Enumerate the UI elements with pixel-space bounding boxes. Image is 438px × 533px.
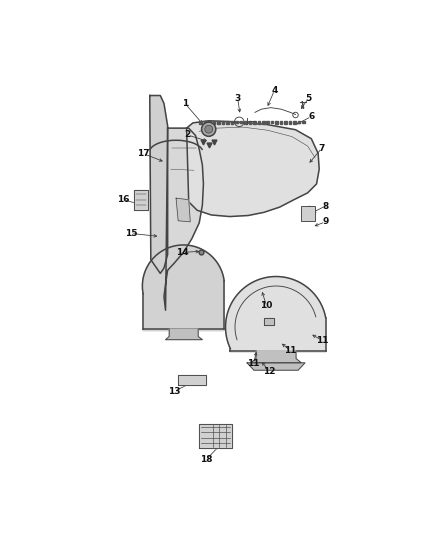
Bar [222, 122, 224, 124]
Polygon shape [164, 128, 203, 310]
Bar [240, 121, 242, 124]
Bar [302, 121, 305, 124]
Bar [248, 122, 251, 124]
Bar [213, 121, 215, 124]
Bar [199, 121, 202, 124]
Bar [226, 122, 229, 124]
Text: 11: 11 [247, 359, 260, 368]
Text: 4: 4 [271, 86, 278, 95]
Polygon shape [166, 329, 202, 340]
Bar [258, 122, 260, 124]
Text: 3: 3 [234, 94, 241, 103]
Text: 15: 15 [124, 229, 137, 238]
Circle shape [205, 125, 212, 133]
Polygon shape [142, 245, 224, 330]
Bar [253, 122, 255, 124]
Text: 2: 2 [184, 131, 191, 140]
Text: 14: 14 [176, 248, 189, 257]
Polygon shape [178, 375, 206, 385]
Polygon shape [134, 190, 148, 209]
Bar [271, 121, 273, 124]
Polygon shape [247, 363, 305, 370]
Polygon shape [150, 95, 168, 273]
Bar [230, 121, 233, 124]
Text: 6: 6 [308, 112, 314, 121]
Text: 12: 12 [263, 367, 276, 376]
Text: 9: 9 [322, 217, 328, 227]
Polygon shape [251, 351, 301, 363]
Text: 1: 1 [182, 99, 188, 108]
Polygon shape [226, 277, 326, 352]
Text: 16: 16 [117, 195, 130, 204]
Text: 11: 11 [315, 336, 328, 345]
Circle shape [201, 122, 216, 136]
Bar [301, 206, 315, 221]
Bar [262, 121, 265, 124]
Polygon shape [176, 198, 190, 222]
Bar [235, 121, 238, 124]
Text: 7: 7 [318, 144, 325, 152]
Text: 18: 18 [200, 455, 212, 464]
Bar [244, 121, 247, 124]
Bar [276, 121, 278, 124]
Bar [284, 122, 287, 124]
Bar [293, 121, 296, 124]
Text: 13: 13 [168, 387, 181, 395]
Text: 5: 5 [306, 94, 312, 103]
Text: 11: 11 [284, 346, 297, 355]
Text: 17: 17 [137, 149, 149, 158]
Bar [298, 121, 300, 124]
Bar [204, 121, 206, 124]
Bar [266, 121, 269, 124]
Bar [280, 122, 283, 124]
Bar [217, 122, 220, 124]
Polygon shape [264, 318, 275, 326]
Text: 8: 8 [322, 201, 328, 211]
Bar [289, 122, 291, 124]
Polygon shape [187, 121, 319, 216]
Polygon shape [199, 424, 232, 448]
Bar [208, 121, 211, 124]
Text: 10: 10 [260, 302, 273, 311]
